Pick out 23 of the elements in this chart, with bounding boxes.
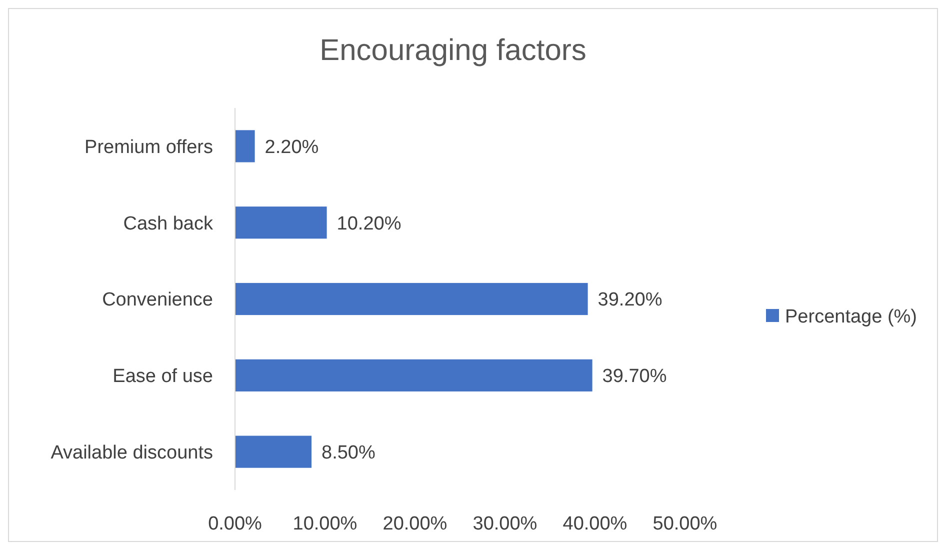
bar [235,130,255,162]
bar [235,282,588,316]
x-tick-label: 40.00% [562,514,628,535]
bar [235,436,312,468]
x-tick-label: 50.00% [652,514,718,535]
chart-title: Encouraging factors [320,34,586,67]
x-tick-label: 0.00% [208,514,262,535]
bar [235,206,327,239]
data-label: 8.50% [322,442,376,464]
data-label: 39.70% [602,366,667,388]
data-label: 10.20% [336,213,402,234]
x-tick-label: 20.00% [382,514,448,535]
data-label: 39.20% [598,290,662,311]
bar [235,359,592,392]
y-tick-label: Ease of use [112,366,213,388]
y-tick-label: Premium offers [84,136,213,158]
y-tick-label: Convenience [102,290,213,311]
y-tick-label: Available discounts [50,442,213,464]
x-tick-label: 10.00% [292,514,358,535]
legend-label: Percentage (%) [785,306,918,328]
y-tick-label: Cash back [123,213,214,234]
data-label: 2.20% [264,136,319,158]
x-tick-label: 30.00% [472,514,538,535]
